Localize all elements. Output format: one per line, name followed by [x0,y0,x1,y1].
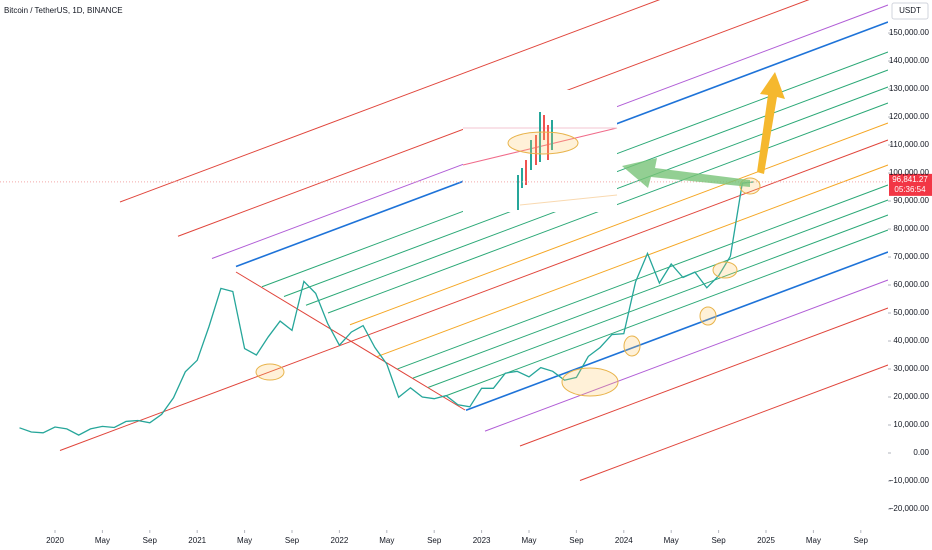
x-tick-label: May [664,536,679,545]
inset-candle [530,140,532,170]
chart-title: Bitcoin / TetherUS, 1D, BINANCE [4,6,123,15]
channel-line [579,364,889,481]
inset-candle [521,168,523,188]
channel-line [59,139,889,451]
y-tick-label: 10,000.00 [893,420,929,429]
y-tick-label: 140,000.00 [889,56,930,65]
inset-screenshot [462,90,618,212]
x-tick-label: May [379,536,394,545]
currency-box [891,2,929,20]
plot [0,181,888,436]
inset-candle [517,175,519,210]
inset-candle [535,135,537,165]
channel-line [412,199,889,379]
y-tick-label: 60,000.00 [893,280,929,289]
time-axis [0,530,888,550]
x-tick-label: Sep [285,536,300,545]
x-tick-label: 2020 [46,536,64,545]
x-tick-label: May [237,536,252,545]
y-tick-label: 80,000.00 [893,224,929,233]
y-tick-label: 50,000.00 [893,308,929,317]
inset-candle [551,120,553,150]
inset-candle [543,115,545,140]
channel-line [428,214,889,388]
channel-line [484,279,889,432]
highlight-ellipse [623,335,641,357]
x-tick-label: Sep [711,536,726,545]
channel-line [349,122,889,326]
y-tick-label: 130,000.00 [889,84,930,93]
x-tick-label: 2024 [615,536,633,545]
inset-candle [539,112,541,162]
price-line [19,181,755,436]
channel-line [397,184,889,370]
channel-line [519,307,889,447]
y-tick-label: 110,000.00 [890,140,930,149]
yellow-arrow [757,72,785,174]
currency: USDT [899,6,921,15]
last-price-box [889,173,932,196]
highlight-ellipse [561,367,619,397]
x-tick-label: May [806,536,821,545]
x-tick-label: 2025 [757,536,775,545]
green-arrow [622,158,750,188]
x-tick-label: May [95,536,110,545]
x-tick-label: Sep [854,536,869,545]
highlight-ellipse [507,131,579,155]
y-tick-label: 100,000.00 [889,168,930,177]
channel-line [119,0,661,203]
y-tick-label: 120,000.00 [889,112,930,121]
x-tick-label: 2021 [188,536,206,545]
y-tick-label: 90,000.00 [893,196,929,205]
countdown: 05:36:54 [894,185,926,194]
channel-line [443,229,889,398]
inset-candle [547,125,549,160]
x-tick-label: May [521,536,536,545]
median-line [235,271,466,411]
y-tick-label: 30,000.00 [893,364,929,373]
x-tick-label: Sep [427,536,442,545]
x-tick-label: Sep [143,536,158,545]
highlight-ellipse [712,261,738,279]
channel-line [376,164,889,358]
y-tick-label: 70,000.00 [893,252,929,261]
y-tick-label: 0.00 [913,448,929,457]
x-tick-label: 2023 [473,536,491,545]
y-tick-label: 20,000.00 [893,392,929,401]
y-tick-label: −20,000.00 [889,504,930,513]
y-tick-label: 40,000.00 [893,336,929,345]
x-tick-label: Sep [569,536,584,545]
highlight-ellipse [255,363,285,381]
y-tick-label: −10,000.00 [889,476,930,485]
channel-line [465,251,889,411]
inset-candle [525,160,527,185]
highlight-ellipse [699,306,717,326]
y-tick-label: 150,000.00 [889,28,930,37]
last-price-label: 96,841.27 [892,175,928,184]
inset-line [519,194,618,206]
price-axis [888,0,932,550]
x-tick-label: 2022 [331,536,349,545]
